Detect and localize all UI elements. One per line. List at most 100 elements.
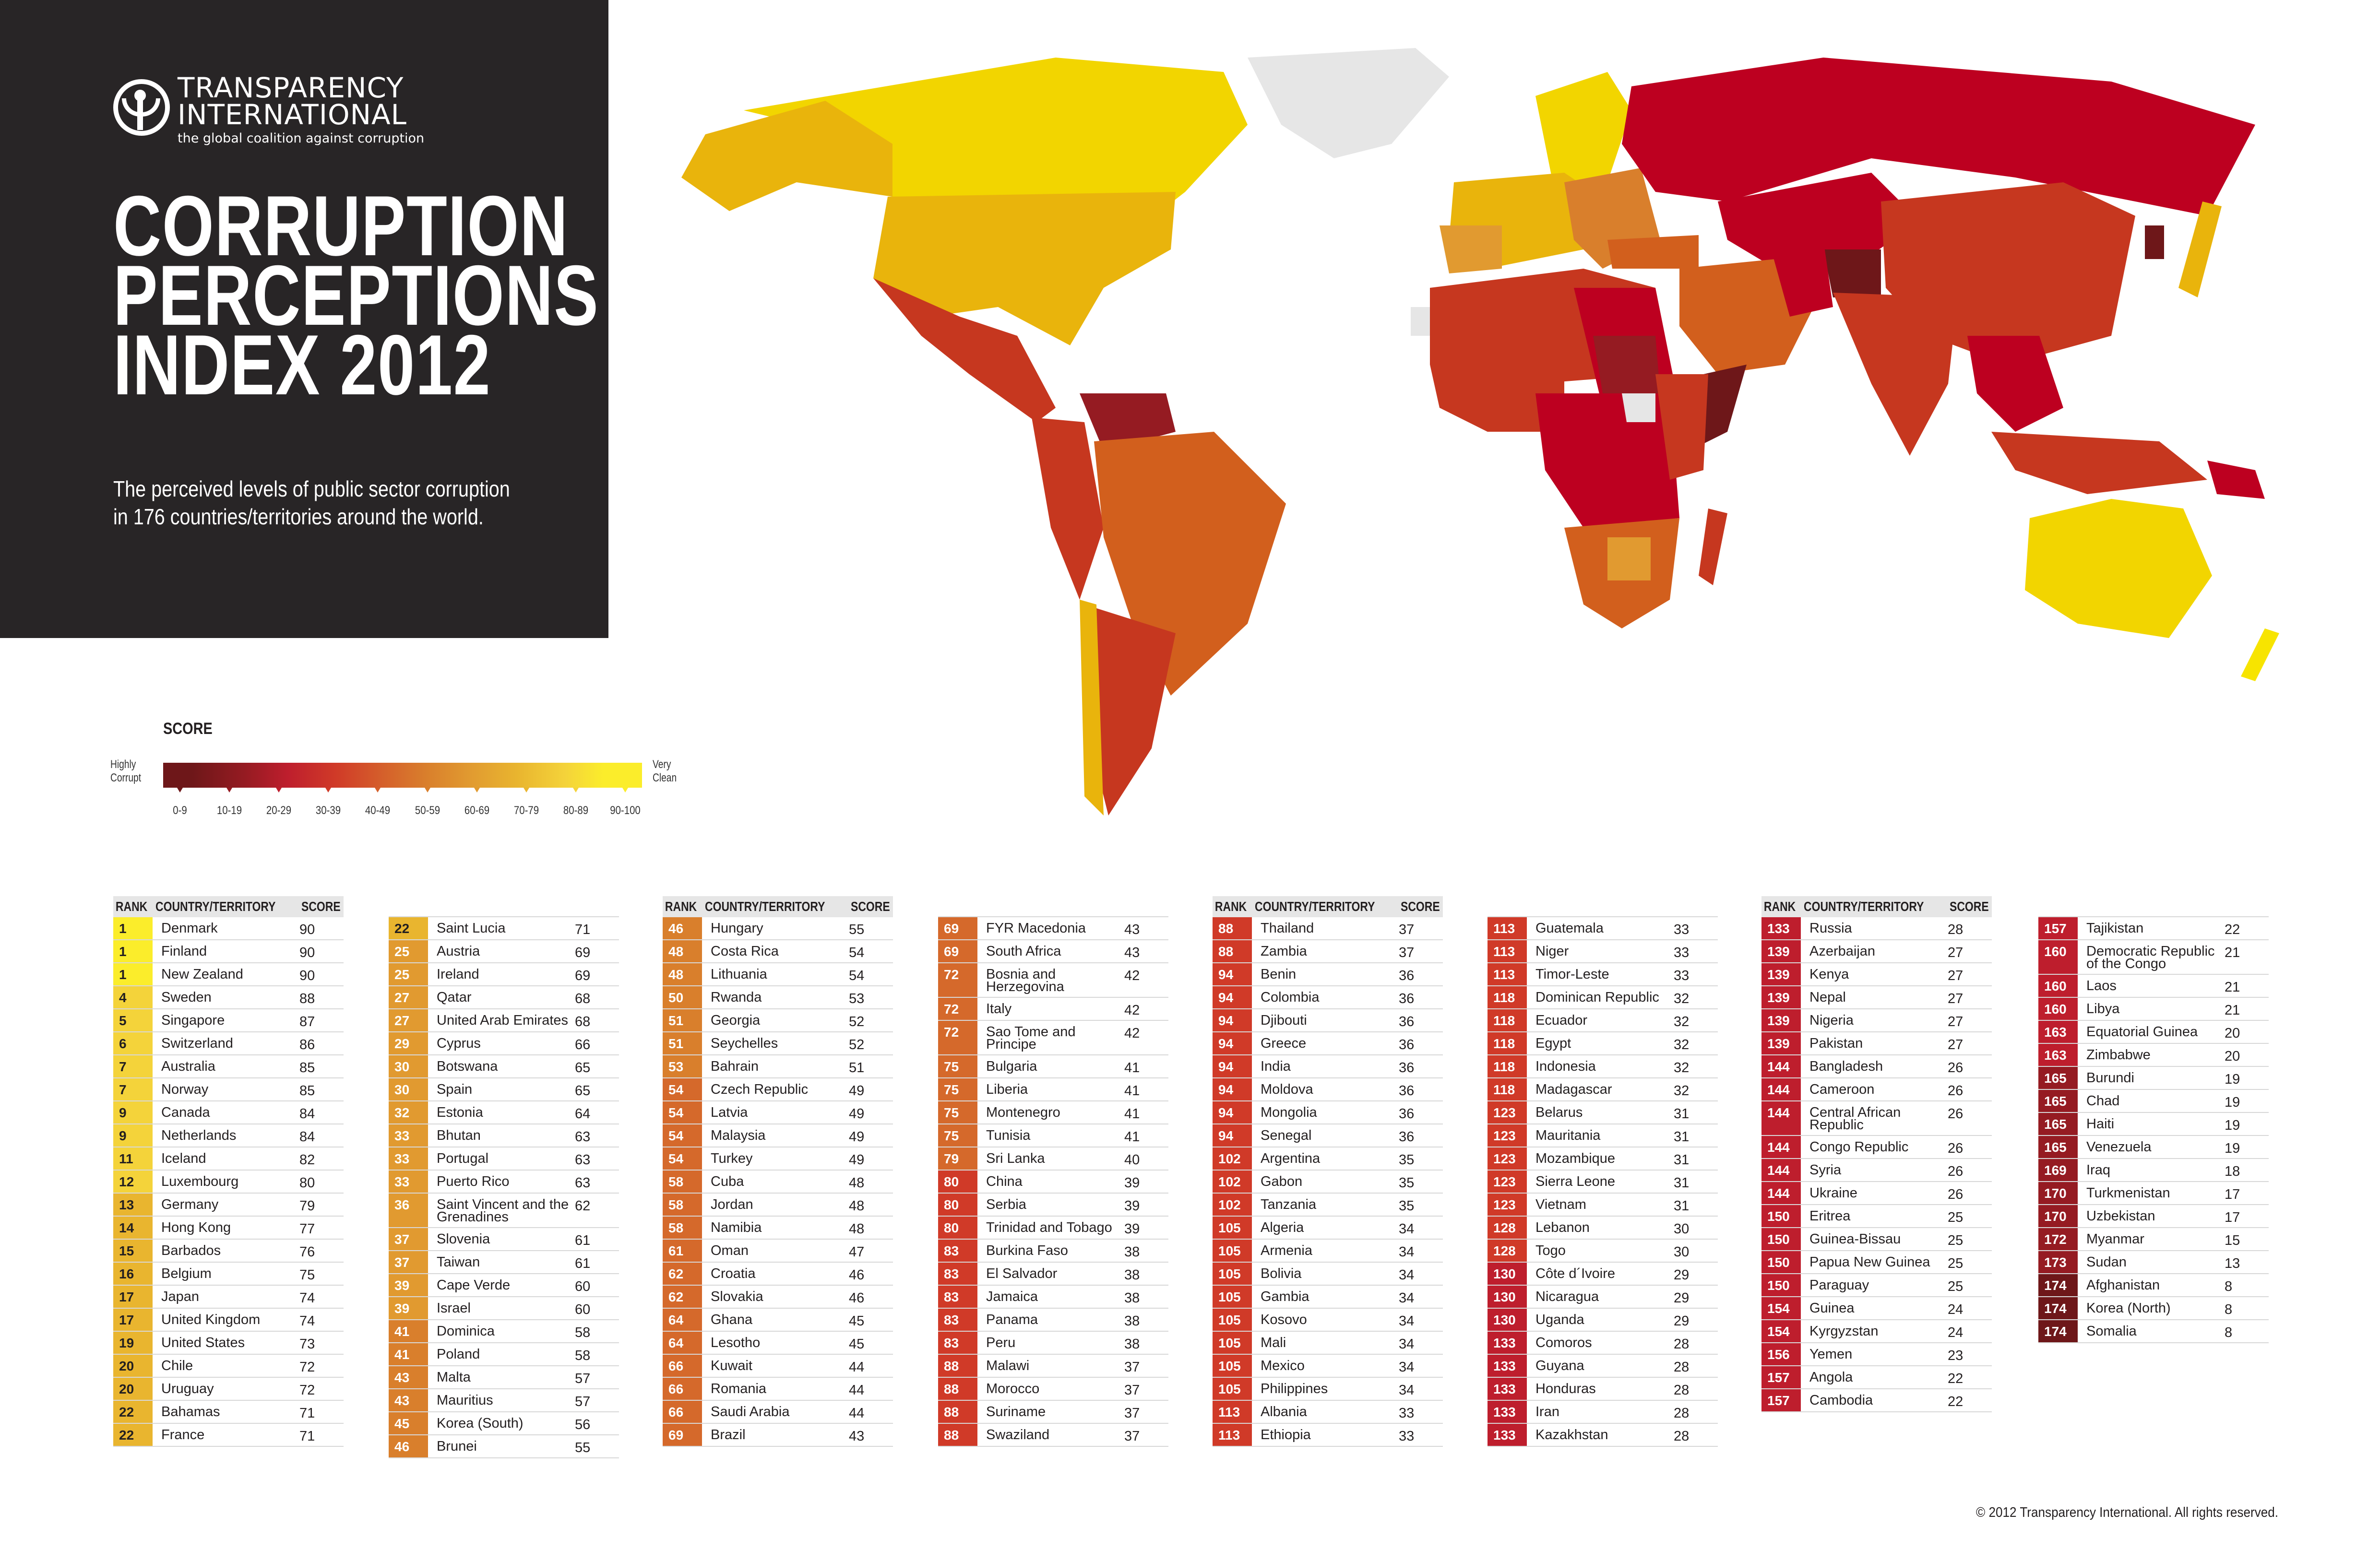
score-cell: 36 <box>1399 968 1415 983</box>
country-cell: Ethiopia <box>1261 1427 1311 1443</box>
map-region-alaska <box>681 101 892 211</box>
country-cell: Mauritania <box>1535 1128 1601 1143</box>
legend-tick-marker <box>622 788 628 792</box>
score-cell: 69 <box>575 968 591 983</box>
score-cell: 29 <box>1674 1290 1690 1306</box>
rank-cell: 154 <box>1761 1297 1801 1319</box>
map-region-south-sudan-nodata <box>1622 393 1655 422</box>
table-row: 139 Kenya 27 <box>1761 963 1992 986</box>
country-cell: Armenia <box>1261 1243 1312 1258</box>
score-cell: 38 <box>1124 1290 1140 1306</box>
ranking-table-column: 157 Tajikistan 22 160 Democratic Republic of… <box>2038 896 2269 1343</box>
score-cell: 60 <box>575 1302 591 1317</box>
table-row: 150 Paraguay 25 <box>1761 1274 1992 1297</box>
table-row: 1 Denmark 90 <box>113 917 344 940</box>
rank-cell: 17 <box>113 1309 153 1331</box>
table-row: 80 Serbia 39 <box>938 1194 1168 1217</box>
rank-cell: 133 <box>1488 1401 1527 1423</box>
country-cell: Ecuador <box>1535 1013 1588 1028</box>
country-cell: Switzerland <box>161 1036 233 1051</box>
rank-cell: 139 <box>1761 1032 1801 1054</box>
country-cell: Moldova <box>1261 1082 1313 1097</box>
table-row: 102 Tanzania 35 <box>1213 1194 1443 1217</box>
score-cell: 22 <box>1948 1371 1964 1386</box>
country-cell: Trinidad and Tobago <box>986 1220 1112 1235</box>
rank-cell: 139 <box>1761 940 1801 962</box>
score-cell: 73 <box>299 1336 315 1352</box>
legend-tick-marker <box>375 788 381 792</box>
legend-tick-marker <box>177 788 183 792</box>
table-row: 156 Yemen 23 <box>1761 1343 1992 1366</box>
rank-cell: 80 <box>938 1194 977 1216</box>
score-cell: 33 <box>1399 1406 1415 1421</box>
score-cell: 63 <box>575 1175 591 1191</box>
table-row: 17 Japan 74 <box>113 1286 344 1309</box>
score-cell: 82 <box>299 1152 315 1168</box>
score-cell: 90 <box>299 922 315 937</box>
rank-cell: 130 <box>1488 1309 1527 1331</box>
table-row: 139 Nepal 27 <box>1761 986 1992 1009</box>
table-row: 25 Austria 69 <box>389 940 619 963</box>
rank-cell: 105 <box>1213 1240 1252 1262</box>
country-cell: Cyprus <box>437 1036 481 1051</box>
rank-cell: 15 <box>113 1240 153 1262</box>
table-row: 58 Cuba 48 <box>663 1171 893 1194</box>
table-row: 69 Brazil 43 <box>663 1424 893 1447</box>
country-cell: Dominican Republic <box>1535 990 1659 1005</box>
table-row: 48 Lithuania 54 <box>663 963 893 986</box>
table-row: 30 Botswana 65 <box>389 1055 619 1078</box>
rank-cell: 88 <box>1213 917 1252 939</box>
table-row: 80 Trinidad and Tobago 39 <box>938 1217 1168 1240</box>
rank-cell: 123 <box>1488 1171 1527 1193</box>
rank-cell: 66 <box>663 1378 702 1400</box>
score-cell: 41 <box>1124 1060 1140 1076</box>
score-cell: 8 <box>2225 1302 2233 1317</box>
country-cell: Qatar <box>437 990 472 1005</box>
score-cell: 26 <box>1948 1141 1964 1156</box>
country-cell: Swaziland <box>986 1427 1050 1443</box>
rank-cell: 83 <box>938 1332 977 1354</box>
country-cell: Venezuela <box>2086 1139 2152 1155</box>
rank-cell: 154 <box>1761 1320 1801 1342</box>
legend-low-label: Highly Corrupt <box>110 758 142 784</box>
rank-cell: 139 <box>1761 986 1801 1008</box>
rank-cell: 94 <box>1213 986 1252 1008</box>
score-cell: 32 <box>1674 1037 1690 1052</box>
score-cell: 65 <box>575 1060 591 1076</box>
country-cell: Sao Tome and Principe <box>986 1024 1076 1052</box>
country-cell: Burkina Faso <box>986 1243 1068 1258</box>
country-cell: Azerbaijan <box>1809 944 1876 959</box>
rank-cell: 144 <box>1761 1101 1801 1135</box>
rank-cell: 27 <box>389 986 428 1008</box>
rank-cell: 160 <box>2038 975 2078 997</box>
rank-cell: 174 <box>2038 1274 2078 1296</box>
rank-cell: 139 <box>1761 963 1801 985</box>
score-cell: 22 <box>1948 1394 1964 1409</box>
score-cell: 48 <box>849 1175 865 1191</box>
country-cell: Pakistan <box>1809 1036 1863 1051</box>
table-row: 48 Costa Rica 54 <box>663 940 893 963</box>
table-row: 88 Swaziland 37 <box>938 1424 1168 1447</box>
rank-cell: 157 <box>2038 917 2078 939</box>
rank-cell: 144 <box>1761 1078 1801 1100</box>
table-row: 64 Lesotho 45 <box>663 1332 893 1355</box>
score-cell: 33 <box>1674 968 1690 983</box>
country-cell: Gambia <box>1261 1289 1309 1304</box>
table-row: 105 Mali 34 <box>1213 1332 1443 1355</box>
country-cell: Burundi <box>2086 1070 2134 1086</box>
rank-cell: 17 <box>113 1286 153 1308</box>
table-row: 118 Indonesia 32 <box>1488 1055 1718 1078</box>
table-row: 94 Senegal 36 <box>1213 1124 1443 1147</box>
country-cell: Georgia <box>711 1013 761 1028</box>
country-cell: New Zealand <box>161 967 243 982</box>
table-row: 51 Georgia 52 <box>663 1009 893 1032</box>
table-row: 17 United Kingdom 74 <box>113 1309 344 1332</box>
table-row: 130 Côte d´Ivoire 29 <box>1488 1263 1718 1286</box>
rank-cell: 174 <box>2038 1297 2078 1319</box>
score-cell: 61 <box>575 1233 591 1248</box>
table-row: 58 Jordan 48 <box>663 1194 893 1217</box>
table-row: 174 Korea (North) 8 <box>2038 1297 2269 1320</box>
rank-cell: 118 <box>1488 1009 1527 1031</box>
table-row: 160 Democratic Republic of the Congo 21 <box>2038 940 2269 975</box>
score-cell: 42 <box>1124 1003 1140 1018</box>
